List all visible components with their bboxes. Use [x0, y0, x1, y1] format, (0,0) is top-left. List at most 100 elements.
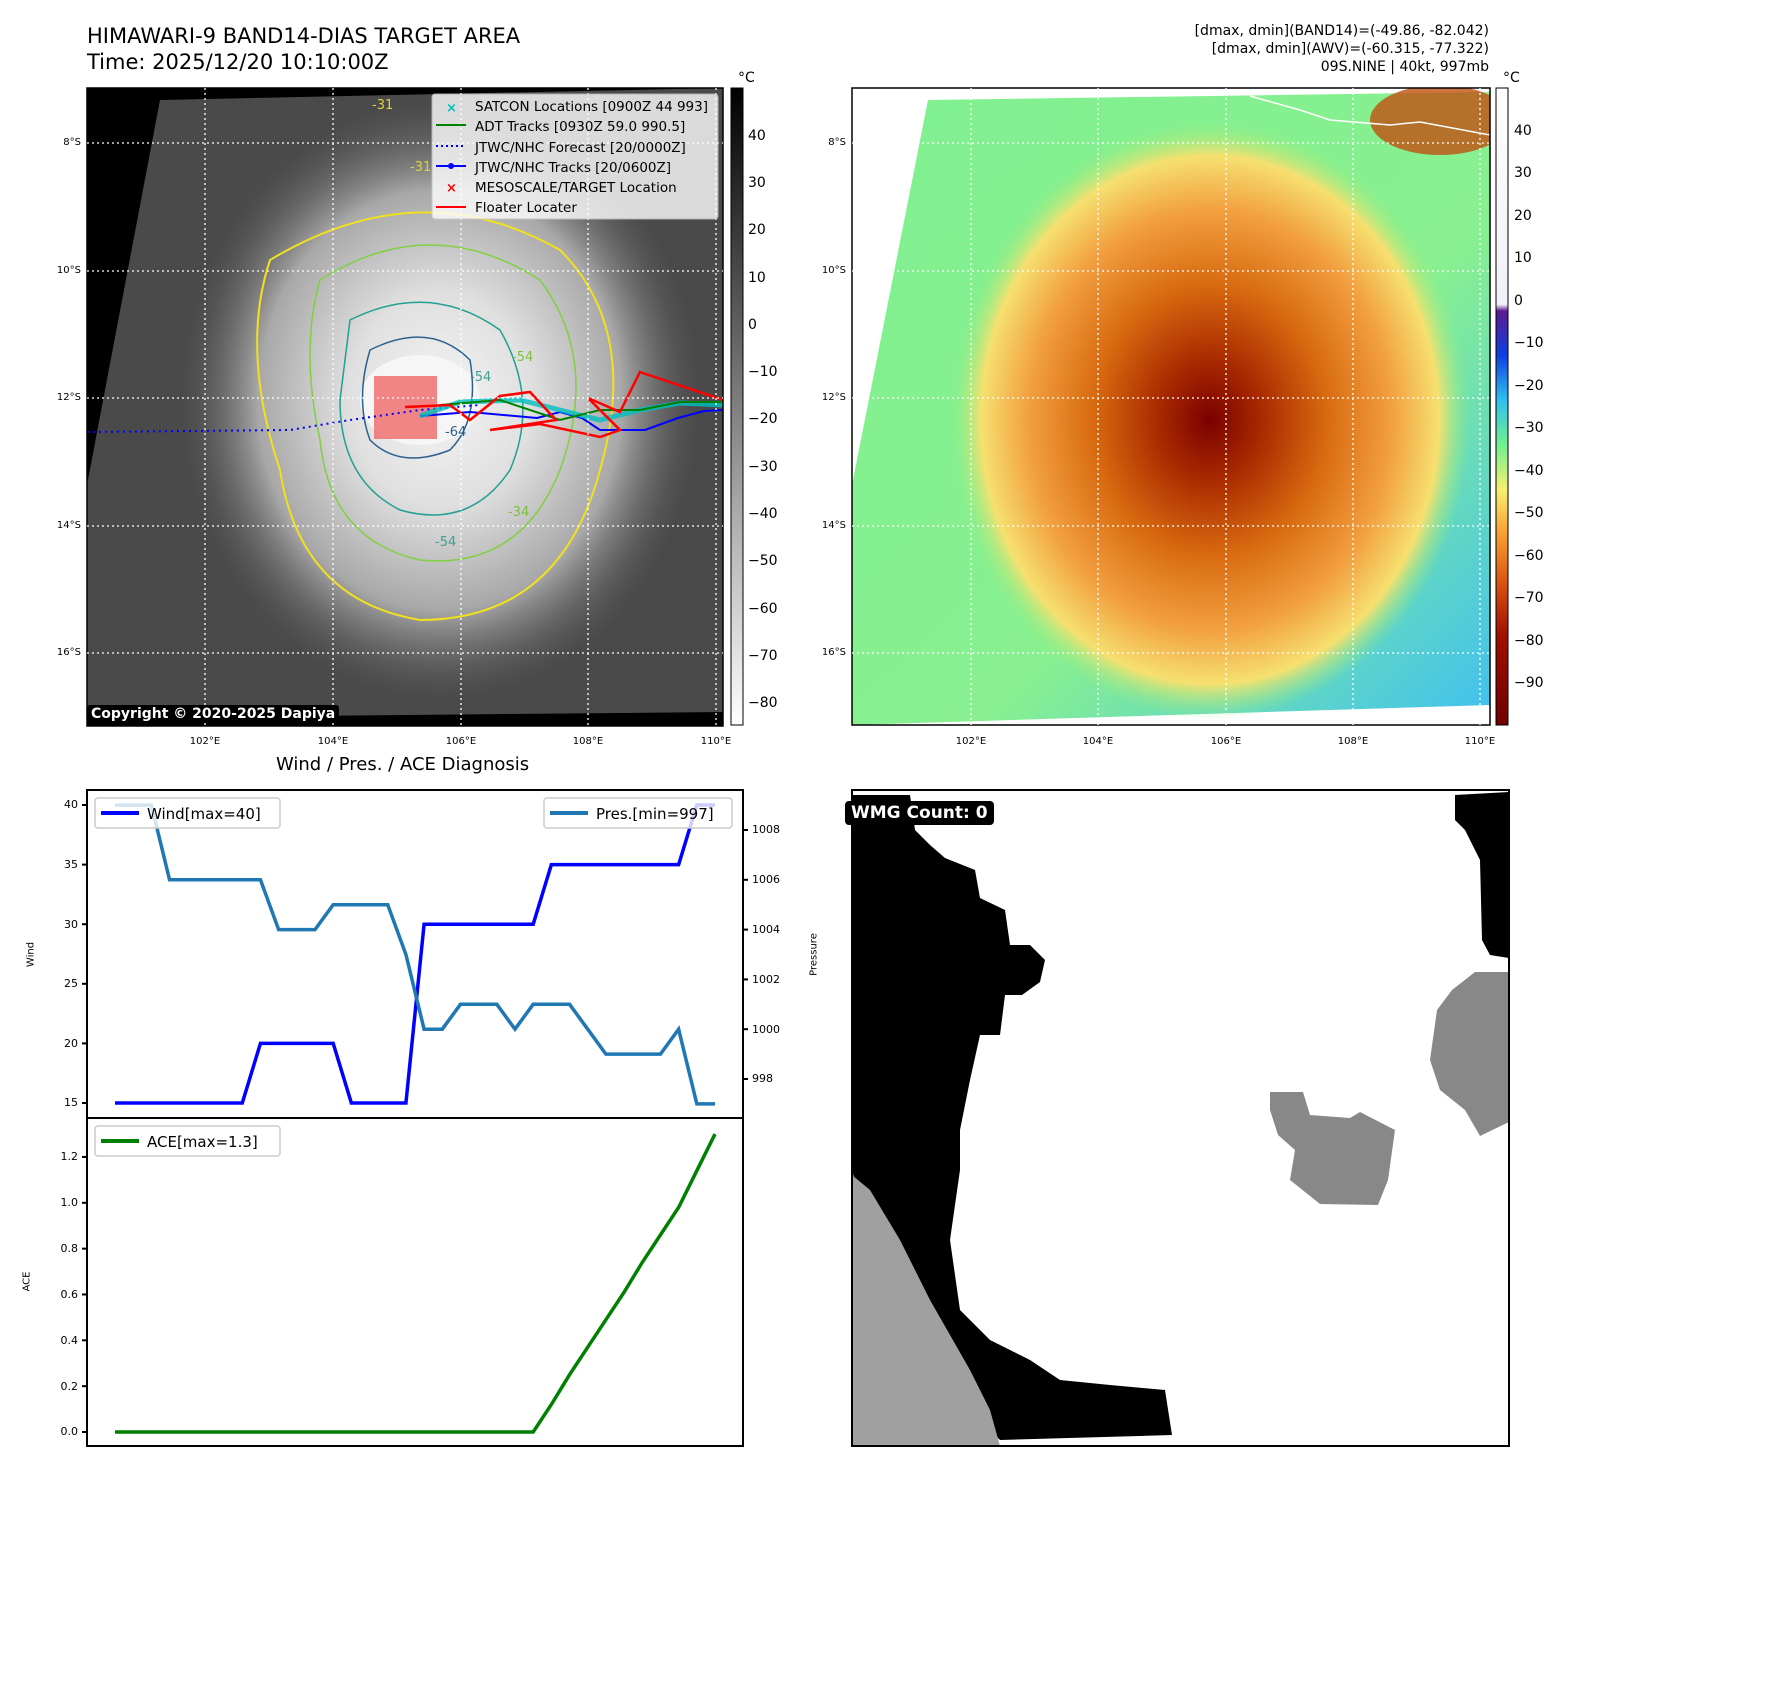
awv-colorbar-tick: 0: [1514, 292, 1523, 309]
ir-colorbar-tick: 10: [748, 269, 766, 286]
wind-series-line: [115, 803, 715, 1105]
chart-title: Wind / Pres. / ACE Diagnosis: [276, 754, 530, 775]
ir-colorbar-tick: −20: [748, 411, 778, 428]
wmg-light-gray-region: [852, 1175, 1000, 1446]
lat-tick-label: 10°S: [56, 265, 81, 276]
awv-colorbar-tick: 40: [1514, 122, 1532, 139]
awv-colorbar-tick: −40: [1514, 462, 1544, 479]
info-band14: [dmax, dmin](BAND14)=(-49.86, -82.042): [1194, 23, 1489, 39]
cold-cloud-mass: [950, 120, 1470, 720]
pressure-tick-label: 1004: [752, 923, 780, 936]
coastline: [1249, 95, 1490, 136]
contour-label: -31: [410, 160, 432, 175]
legend-box: [431, 93, 719, 220]
lon-tick-label: 106°E: [445, 736, 477, 747]
pressure-axis-label: Pressure: [808, 933, 820, 976]
wind-tick-label: 15: [64, 1096, 78, 1110]
ir-colorbar-tick: −10: [748, 364, 778, 381]
wmg-black-region: [852, 795, 1172, 1440]
ir-map-frame: [86, 87, 724, 727]
lon-tick-label: 110°E: [1464, 736, 1496, 747]
wind-tick-label: 35: [64, 858, 78, 871]
ir-colorbar-tick: 40: [748, 127, 766, 144]
lon-tick-label: 106°E: [1210, 736, 1242, 747]
lon-tick-label: 102°E: [189, 736, 221, 747]
lon-tick-label: 110°E: [700, 736, 732, 747]
ace-tick-label: 1.2: [60, 1150, 79, 1164]
awv-colorbar-tick: 20: [1514, 207, 1532, 224]
lat-tick-label: 14°S: [56, 520, 81, 531]
ir-colorbar-tick: 0: [748, 316, 757, 333]
wmg-frame: [851, 789, 1510, 1447]
awv-colorbar-tick: 30: [1514, 165, 1532, 182]
lat-tick-label: 12°S: [56, 392, 81, 403]
lat-tick-label: 8°S: [63, 137, 81, 148]
ace-series-line: [115, 1133, 717, 1434]
ace-axis-label: ACE: [21, 1271, 33, 1292]
lon-tick-label: 108°E: [572, 736, 604, 747]
ir-colorbar-tick: −80: [748, 695, 778, 712]
figure-title: HIMAWARI-9 BAND14-DIAS TARGET AREA: [87, 24, 521, 48]
lon-tick-label: 104°E: [1082, 736, 1114, 747]
contour-yellow: [256, 211, 615, 622]
ir-colorbar-tick: −40: [748, 506, 778, 522]
awv-colorbar-tick: 10: [1514, 250, 1532, 267]
ace-tick-label: 0.6: [60, 1287, 79, 1301]
lon-tick-label: 102°E: [955, 736, 987, 747]
chart-marks: [82, 797, 748, 1434]
ace-tick-label: 0.0: [60, 1425, 79, 1439]
contour-green: [309, 244, 577, 562]
floater-locater: [404, 370, 723, 439]
info-awv: [dmax, dmin](AWV)=(-60.315, -77.322): [1211, 41, 1489, 57]
wind-axis-label: Wind: [25, 941, 37, 968]
wind-tick-label: 20: [64, 1036, 78, 1050]
copyright-label: Copyright © 2020-2025 Dapiya: [87, 705, 340, 723]
awv-colorbar-tick: −10: [1514, 335, 1544, 352]
info-storm: 09S.NINE | 40kt, 997mb: [1320, 59, 1489, 75]
legend-target: MESOSCALE/TARGET Location: [475, 180, 677, 197]
target-marker-icon: ×: [446, 181, 457, 196]
ir-colorbar-tick: −60: [748, 600, 778, 617]
lon-tick-label: 108°E: [1337, 736, 1369, 747]
lat-tick-label: 16°S: [821, 647, 846, 658]
cold-cloud-ne: [1370, 88, 1490, 155]
pressure-legend-label: Pres.[min=997]: [596, 805, 714, 823]
legend-tracks: JTWC/NHC Tracks [20/0600Z]: [475, 159, 672, 176]
awv-colorbar-tick: −50: [1514, 505, 1544, 522]
legend-adt: ADT Tracks [0930Z 59.0 990.5]: [475, 119, 686, 136]
wind-tick-label: 30: [64, 917, 78, 931]
lat-tick-label: 8°S: [828, 137, 846, 148]
ace-tick-label: 0.4: [60, 1333, 79, 1347]
awv-colorbar-tick: −20: [1514, 377, 1544, 394]
contour-label: -64: [445, 425, 467, 440]
info-block: [dmax, dmin](BAND14)=(-49.86, -82.042) […: [1195, 22, 1489, 76]
jtwc-track: [419, 409, 723, 431]
pressure-tick-label: 1008: [752, 823, 780, 837]
pressure-legend-box: [543, 797, 733, 829]
wmg-gray-region-center: [1270, 1092, 1395, 1205]
lat-tick-label: 10°S: [821, 265, 846, 276]
ir-colorbar-unit: °C: [738, 70, 755, 86]
wind-legend-box: [94, 797, 281, 829]
awv-colorbar-unit: °C: [1503, 70, 1520, 86]
wind-legend-label: Wind[max=40]: [147, 805, 261, 823]
contour-blue: [361, 336, 474, 459]
ir-colorbar: [730, 87, 744, 726]
pressure-tick-label: 1006: [752, 873, 780, 887]
awv-colorbar-tick: −90: [1514, 675, 1544, 692]
pressure-tick-label: 1000: [752, 1022, 780, 1036]
ir-colorbar-tick: 30: [748, 174, 766, 191]
wmg-count-label: WMG Count: 0: [845, 801, 994, 825]
pressure-tick-label: 1002: [752, 972, 780, 986]
wmg-gray-region-e: [1430, 972, 1509, 1136]
figure-time: Time: 2025/12/20 10:10:00Z: [87, 50, 389, 74]
ace-legend-label: ACE[max=1.3]: [147, 1133, 258, 1151]
ace-axes: [86, 1117, 744, 1447]
ace-tick-label: 0.2: [60, 1379, 79, 1393]
awv-colorbar-tick: −80: [1514, 632, 1544, 649]
lon-tick-label: 104°E: [317, 736, 349, 747]
track-dot-icon: [448, 163, 454, 169]
awv-colorbar: [1495, 87, 1509, 726]
awv-gridlines: [852, 88, 1490, 725]
